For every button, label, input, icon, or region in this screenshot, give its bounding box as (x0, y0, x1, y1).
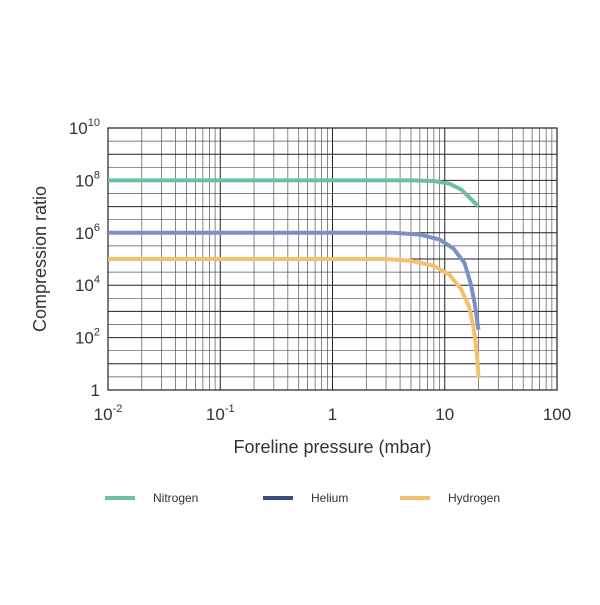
legend-label-helium: Helium (311, 491, 348, 505)
y-tick-label: 106 (75, 222, 100, 243)
x-tick-label: 100 (543, 405, 571, 424)
x-tick-labels: 10-2 10-1 1 10 100 (94, 403, 572, 424)
y-tick-label: 102 (75, 327, 100, 348)
series-line-hydrogen (108, 257, 481, 378)
x-tick-label: 1 (328, 405, 337, 424)
legend-label-nitrogen: Nitrogen (153, 491, 198, 505)
y-tick-label: 1010 (69, 117, 100, 138)
y-tick-label: 1 (91, 381, 100, 400)
x-tick-label: 10-2 (94, 403, 123, 424)
x-axis-title: Foreline pressure (mbar) (233, 437, 431, 457)
series-line-helium (108, 230, 481, 331)
x-tick-label: 10 (435, 405, 454, 424)
y-tick-labels: 1010 108 106 104 102 1 (69, 117, 100, 400)
series-lines (108, 178, 481, 378)
legend-label-hydrogen: Hydrogen (448, 491, 500, 505)
series-line-nitrogen (108, 178, 480, 209)
legend: Nitrogen Helium Hydrogen (105, 491, 500, 505)
x-tick-label: 10-1 (206, 403, 235, 424)
y-tick-label: 104 (75, 274, 100, 295)
y-axis-title: Compression ratio (30, 186, 50, 332)
y-tick-label: 108 (75, 169, 100, 190)
